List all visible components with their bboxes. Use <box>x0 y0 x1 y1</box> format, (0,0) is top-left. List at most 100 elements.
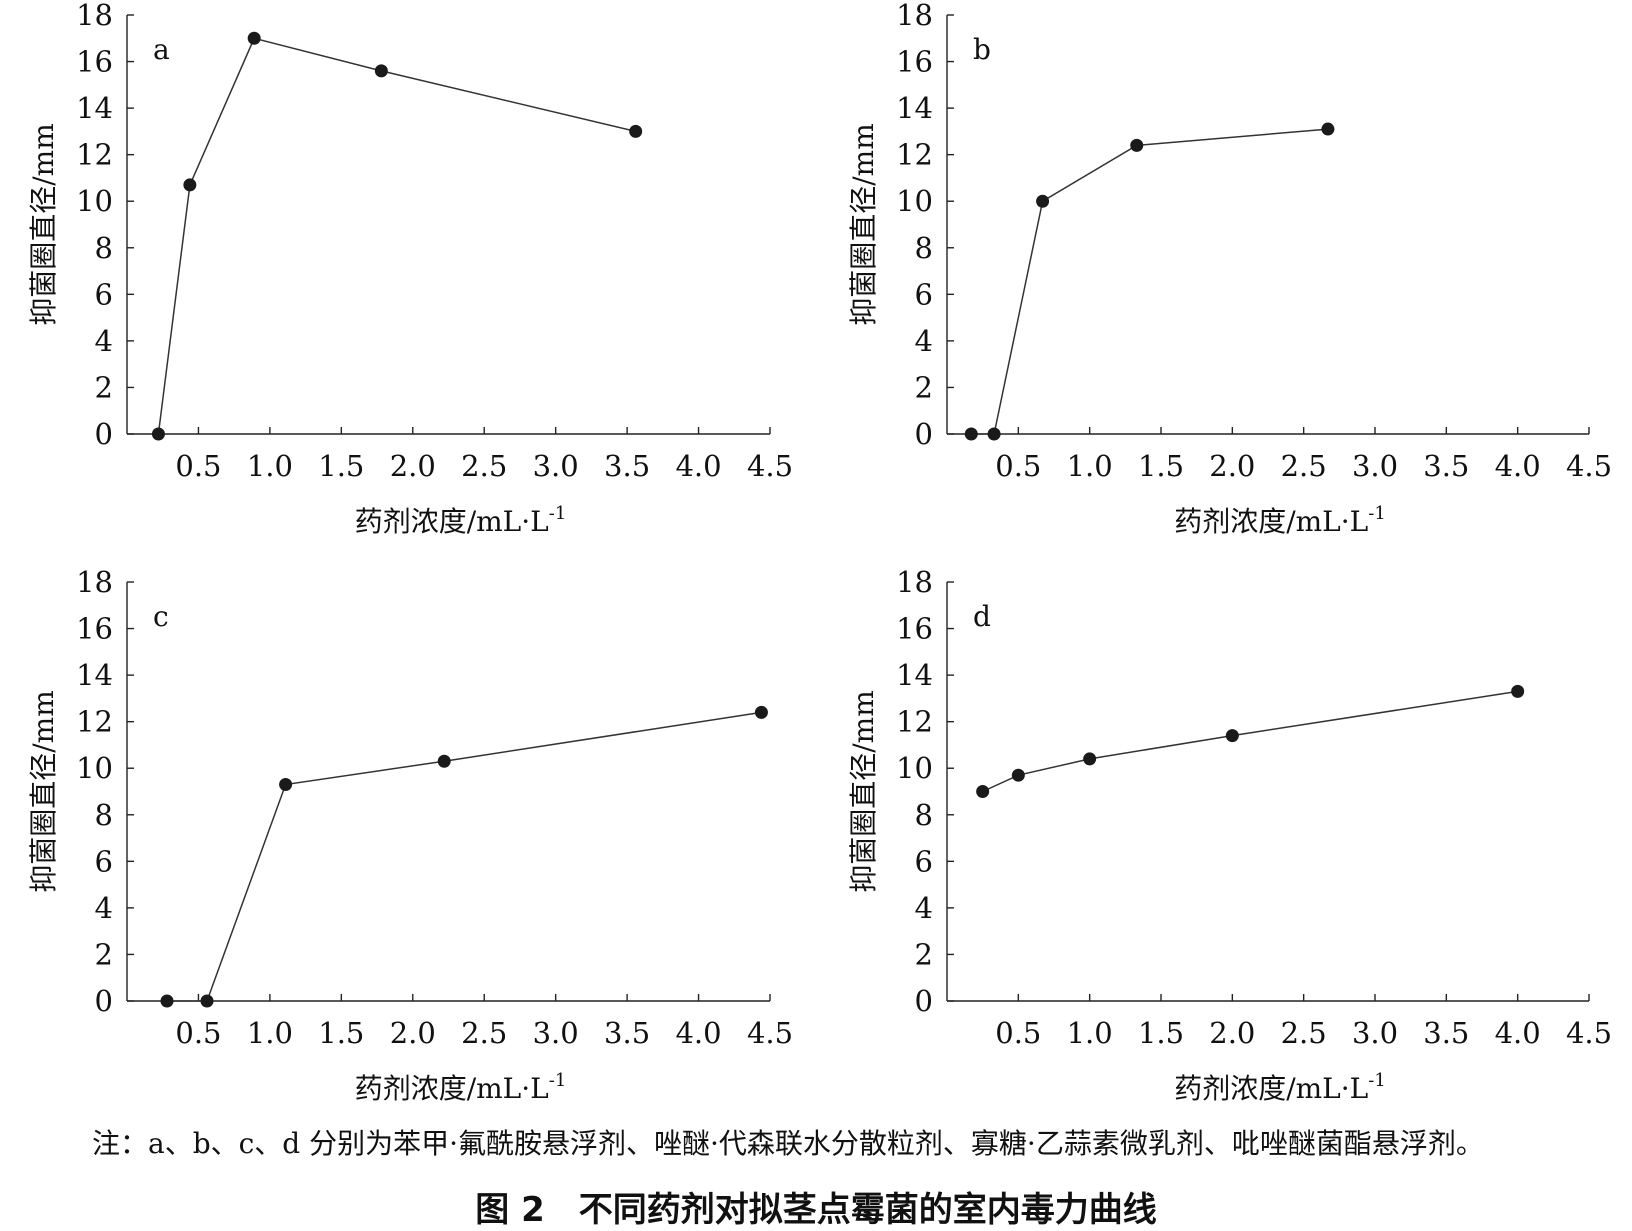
y-tick-label: 16 <box>896 45 933 79</box>
data-point <box>1083 752 1097 766</box>
data-point <box>200 994 214 1008</box>
series-line <box>167 711 762 1002</box>
x-tick-label: 4.0 <box>675 1016 721 1050</box>
x-tick-label: 0.5 <box>175 449 221 483</box>
panel-label: d <box>973 600 991 633</box>
y-tick-label: 10 <box>76 751 113 785</box>
y-tick-label: 4 <box>95 891 113 925</box>
y-tick-label: 6 <box>915 277 933 311</box>
x-tick-label: 3.0 <box>533 449 579 483</box>
y-tick-label: 4 <box>915 324 933 358</box>
y-axis-label: 抑菌圈直径/mm <box>27 123 60 326</box>
x-tick-label: 2.5 <box>461 1016 507 1050</box>
y-tick-label: 6 <box>95 277 113 311</box>
data-point <box>976 785 990 798</box>
y-tick-label: 4 <box>915 891 933 925</box>
y-tick-label: 4 <box>95 324 113 358</box>
chart-panel-d: 0 2 4 6 8 10 12 14 16 18 0.5 1.0 1.5 2.0 2.5 3.0 3.5 4.0 4… <box>847 565 1612 1105</box>
x-axis-label: 药剂浓度/mL·L-1 <box>355 503 567 538</box>
figure-caption: 图 2 不同药剂对拟茎点霉菌的室内毒力曲线 <box>0 1182 1632 1231</box>
x-tick-label: 0.5 <box>175 1016 221 1050</box>
x-tick-label: 1.5 <box>318 1016 364 1050</box>
x-axis-label: 药剂浓度/mL·L-1 <box>1174 1070 1386 1105</box>
y-axis-label: 抑菌圈直径/mm <box>27 690 60 893</box>
figure-title: 不同药剂对拟茎点霉菌的室内毒力曲线 <box>578 1190 1157 1230</box>
y-tick-label: 2 <box>915 937 933 971</box>
x-tick-label: 1.0 <box>247 449 293 483</box>
y-tick-label: 12 <box>76 705 113 739</box>
x-tick-label: 4.0 <box>1495 1016 1541 1050</box>
data-point <box>279 778 293 792</box>
y-tick-label: 14 <box>896 91 933 125</box>
y-tick-label: 0 <box>915 417 933 451</box>
x-tick-label: 3.0 <box>1352 1016 1398 1050</box>
data-point <box>629 124 643 138</box>
y-tick-label: 2 <box>95 370 113 404</box>
x-axis-label: 药剂浓度/mL·L-1 <box>1174 503 1386 538</box>
y-tick-label: 10 <box>896 751 933 785</box>
y-tick-label: 0 <box>95 984 113 1018</box>
x-tick-label: 4.5 <box>1566 449 1612 483</box>
x-tick-label: 3.0 <box>533 1016 579 1050</box>
y-tick-label: 12 <box>896 705 933 739</box>
chart-panel-a: 0 2 4 6 8 10 12 14 16 18 0.5 1.0 1.5 2.0 2.5 3.0 3.5 4.0 4… <box>27 0 793 538</box>
figure-note: 注：a、b、c、d 分别为苯甲·氟酰胺悬浮剂、唑醚·代森联水分散粒剂、寡糖·乙蒜… <box>92 1127 1484 1160</box>
y-tick-label: 12 <box>896 138 933 172</box>
x-tick-label: 1.0 <box>1067 449 1113 483</box>
x-tick-label: 4.5 <box>1566 1016 1612 1050</box>
x-tick-label: 3.0 <box>1352 449 1398 483</box>
series-line <box>982 690 1518 793</box>
x-tick-label: 0.5 <box>995 449 1041 483</box>
x-tick-label: 2.5 <box>1281 449 1327 483</box>
figure-number: 图 2 <box>475 1190 545 1230</box>
data-point <box>1321 122 1335 136</box>
data-point <box>151 427 165 441</box>
x-tick-label: 3.5 <box>604 1016 650 1050</box>
y-tick-label: 10 <box>76 184 113 218</box>
y-tick-label: 16 <box>76 612 113 646</box>
data-point <box>1225 729 1239 743</box>
chart-panel-c: 0 2 4 6 8 10 12 14 16 18 0.5 1.0 1.5 2.0 2.5 3.0 3.5 4.0 4… <box>27 565 793 1105</box>
y-tick-label: 2 <box>915 370 933 404</box>
panel-label: c <box>153 600 169 633</box>
data-point <box>437 754 451 768</box>
data-point <box>183 178 197 192</box>
x-tick-label: 2.0 <box>1209 1016 1255 1050</box>
x-tick-label: 3.5 <box>1423 1016 1469 1050</box>
panel-label: a <box>153 33 170 66</box>
data-point <box>374 64 388 78</box>
y-tick-label: 14 <box>76 91 113 125</box>
series-line <box>971 128 1328 435</box>
y-tick-label: 16 <box>896 612 933 646</box>
y-tick-label: 8 <box>95 798 113 832</box>
y-tick-label: 14 <box>76 658 113 692</box>
y-tick-label: 6 <box>95 844 113 878</box>
data-point <box>1036 194 1050 208</box>
y-tick-label: 2 <box>95 937 113 971</box>
data-point <box>247 31 261 45</box>
y-tick-label: 6 <box>915 844 933 878</box>
y-tick-label: 18 <box>76 565 113 599</box>
x-tick-label: 2.0 <box>390 1016 436 1050</box>
data-point <box>754 705 768 719</box>
charts-area: 0 2 4 6 8 10 12 14 16 18 0.5 1.0 1.5 2.0 2.5 3.0 3.5 4.0 4… <box>27 0 1612 1105</box>
y-tick-label: 18 <box>896 0 933 32</box>
x-tick-label: 1.5 <box>1138 449 1184 483</box>
y-tick-label: 16 <box>76 45 113 79</box>
y-axis-label: 抑菌圈直径/mm <box>847 690 880 893</box>
x-tick-label: 3.5 <box>1423 449 1469 483</box>
x-tick-label: 2.5 <box>1281 1016 1327 1050</box>
x-tick-label: 1.5 <box>1138 1016 1184 1050</box>
y-tick-label: 10 <box>896 184 933 218</box>
y-tick-label: 18 <box>76 0 113 32</box>
x-tick-label: 0.5 <box>995 1016 1041 1050</box>
x-tick-label: 1.0 <box>247 1016 293 1050</box>
y-tick-label: 0 <box>915 984 933 1018</box>
chart-panel-b: 0 2 4 6 8 10 12 14 16 18 0.5 1.0 1.5 2.0 2.5 3.0 3.5 4.0 4… <box>847 0 1612 538</box>
x-tick-label: 1.0 <box>1067 1016 1113 1050</box>
x-tick-label: 4.5 <box>747 1016 793 1050</box>
y-tick-label: 8 <box>915 231 933 265</box>
y-tick-label: 8 <box>95 231 113 265</box>
panel-label: b <box>973 33 991 66</box>
data-point <box>1011 768 1025 782</box>
